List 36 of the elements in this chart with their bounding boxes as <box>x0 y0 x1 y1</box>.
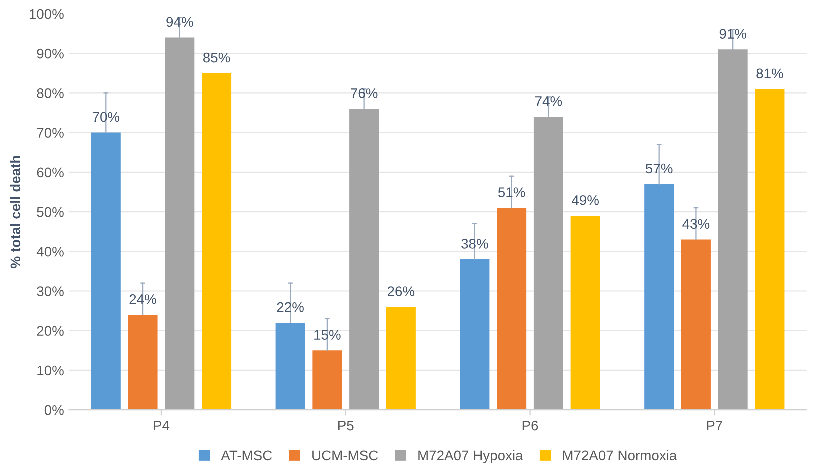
text: 26% <box>388 286 415 296</box>
y-tick-label: 40% <box>36 246 64 257</box>
text: 38% <box>462 239 488 249</box>
x-tick-label: P7 <box>707 421 722 431</box>
y-tick-label: 50% <box>37 207 64 218</box>
text: 85% <box>203 52 230 63</box>
x-tick-label: P6 <box>522 420 538 431</box>
y-tick-label: 70% <box>37 128 64 138</box>
text: 91% <box>720 29 746 39</box>
y-tick-label: 10% <box>38 366 64 376</box>
legend-label: M72A07 Hypoxia <box>418 450 524 464</box>
x-tick-label: P5 <box>338 421 354 431</box>
y-tick-label: 20% <box>37 326 64 336</box>
y-tick-label: 80% <box>37 88 64 98</box>
text: 22% <box>277 302 304 312</box>
y-axis-title: % total cell death <box>10 156 21 268</box>
text: 81% <box>756 68 784 79</box>
y-tick-label: 0% <box>44 405 64 416</box>
legend-label: M72A07 Normoxia <box>563 450 678 461</box>
y-tick-label: 30% <box>37 286 64 296</box>
y-tick-label: 90% <box>37 48 64 59</box>
y-tick-label: 60% <box>37 168 64 178</box>
text: 57% <box>646 164 673 174</box>
text: 74% <box>536 96 562 106</box>
text: 76% <box>351 88 378 98</box>
legend-label: UCM-MSC <box>312 450 378 461</box>
text: 70% <box>92 112 120 122</box>
legend-label: AT-MSC <box>221 450 272 461</box>
text: 15% <box>314 330 341 340</box>
y-tick-label: 100% <box>30 9 64 20</box>
text: 43% <box>682 219 710 230</box>
text: 24% <box>130 294 156 304</box>
text: 51% <box>498 188 526 198</box>
text: 94% <box>166 17 194 28</box>
x-tick-label: P4 <box>154 421 170 431</box>
text: 49% <box>572 195 599 206</box>
